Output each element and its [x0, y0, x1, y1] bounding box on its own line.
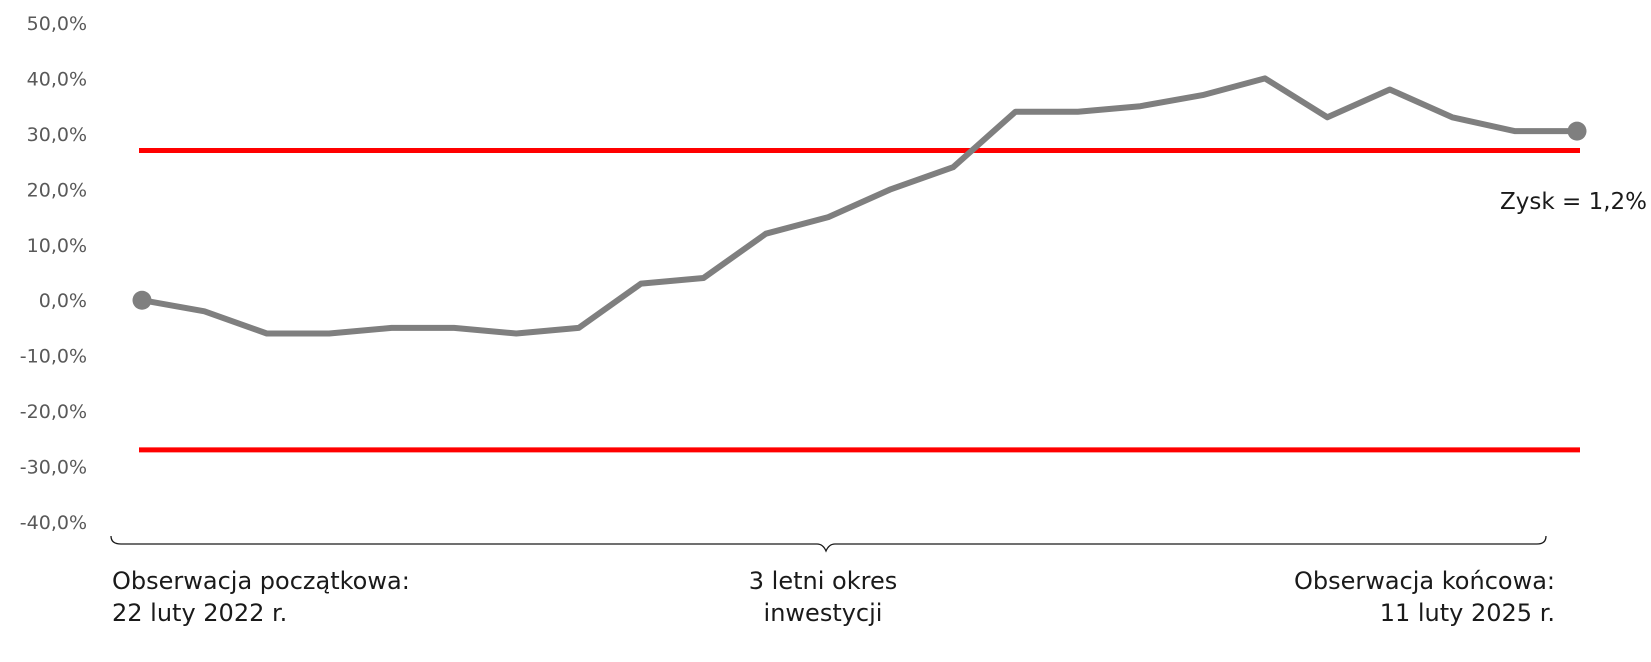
- y-tick-label: 40,0%: [27, 68, 87, 90]
- series-line: [139, 75, 1580, 337]
- caption-middle-line2: inwestycji: [763, 599, 883, 627]
- annotation-layer: Zysk = 1,2%: [1500, 189, 1647, 215]
- caption-end-line1: Obserwacja końcowa:: [1293, 567, 1555, 595]
- y-tick-label: 50,0%: [27, 13, 87, 35]
- y-tick-label: 0,0%: [39, 290, 87, 312]
- y-tick-label: -30,0%: [20, 457, 87, 479]
- period-brace: [110, 535, 1547, 553]
- caption-start-observation: Obserwacja początkowa: 22 luty 2022 r.: [112, 565, 410, 629]
- caption-end-line2: 11 luty 2025 r.: [1379, 599, 1555, 627]
- caption-start-line1: Obserwacja początkowa:: [112, 567, 410, 595]
- caption-end-observation: Obserwacja końcowa: 11 luty 2025 r.: [1294, 565, 1555, 629]
- caption-middle-line1: 3 letni okres: [748, 567, 898, 595]
- caption-start-line2: 22 luty 2022 r.: [112, 599, 288, 627]
- y-tick-label: 20,0%: [27, 179, 87, 201]
- y-tick-label: -40,0%: [20, 512, 87, 534]
- caption-investment-period: 3 letni okres inwestycji: [749, 565, 897, 629]
- y-tick-label: 10,0%: [27, 235, 87, 257]
- gain-annotation: Zysk = 1,2%: [1500, 189, 1647, 215]
- y-tick-label: -20,0%: [20, 401, 87, 423]
- series-layer: [132, 75, 1587, 337]
- reference-lines: [139, 148, 1580, 453]
- y-tick-label: 30,0%: [27, 124, 87, 146]
- end-point-marker: [1567, 121, 1587, 141]
- y-tick-label: -10,0%: [20, 346, 87, 368]
- start-point-marker: [132, 290, 152, 310]
- y-axis: 50,0% 40,0% 30,0% 20,0% 10,0% 0,0% -10,0% -20,0…: [20, 13, 87, 534]
